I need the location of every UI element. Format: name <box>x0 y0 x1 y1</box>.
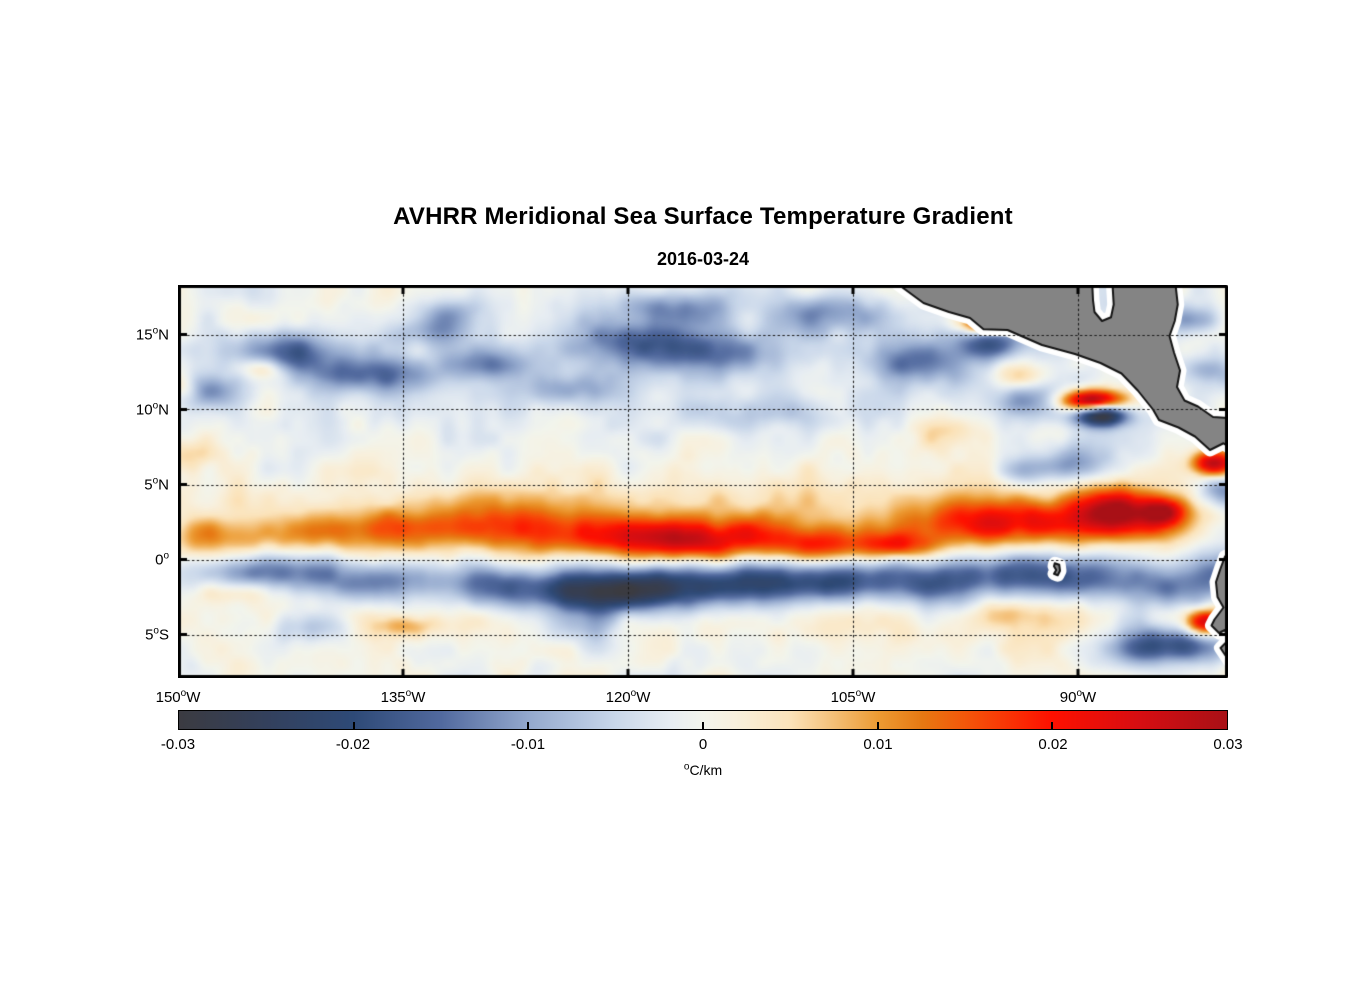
colorbar-tick-label: -0.03 <box>160 736 196 753</box>
colorbar <box>178 710 1228 730</box>
chart-date: 2016-03-24 <box>656 249 750 269</box>
map-plot-area: 15oN 10oN 5oN 0o 5oS 150oW 135oW 120oW 105oW 90oW <box>136 285 1228 706</box>
colorbar-tick <box>876 722 879 729</box>
x-tick-label: 90oW <box>1059 688 1097 707</box>
y-tick-label: 10oN <box>135 400 169 419</box>
degree-symbol: o <box>163 550 169 561</box>
colorbar-unit-label: oC/km <box>178 762 1228 778</box>
colorbar-gradient <box>179 711 1227 729</box>
degree-symbol: o <box>152 325 159 336</box>
colorbar-unit-text: oC/km <box>683 761 723 778</box>
colorbar-tick <box>1051 722 1054 729</box>
degree-symbol: o <box>152 400 159 411</box>
degree-symbol: o <box>180 688 187 699</box>
degree-symbol: o <box>630 688 637 699</box>
chart-title: AVHRR Meridional Sea Surface Temperature… <box>393 203 1013 230</box>
x-tick-label: 135oW <box>380 688 426 707</box>
colorbar-tick-label: 0 <box>698 736 708 753</box>
colorbar-tick-label: 0.02 <box>1038 736 1068 753</box>
degree-symbol: o <box>1076 688 1083 699</box>
colorbar-tick-labels: -0.03 -0.02 -0.01 0 0.01 0.02 0.03 <box>161 736 1243 754</box>
y-tick-label: 5oN <box>144 475 169 494</box>
degree-symbol: o <box>153 625 159 636</box>
colorbar-tick <box>527 722 530 729</box>
sst-gradient-heatmap <box>178 285 1228 678</box>
colorbar-tick-label: 0.03 <box>1213 736 1243 753</box>
degree-symbol: o <box>683 761 690 773</box>
x-tick-label: 120oW <box>605 688 651 707</box>
y-tick-label: 15oN <box>135 325 169 344</box>
degree-symbol: o <box>405 688 412 699</box>
degree-symbol: o <box>855 688 862 699</box>
degree-symbol: o <box>152 475 159 486</box>
colorbar-tick-label: -0.02 <box>335 736 371 753</box>
x-tick-label: 150oW <box>155 688 201 707</box>
y-tick-label: 5oS <box>145 625 169 644</box>
colorbar-tick <box>352 722 355 729</box>
colorbar-tick-label: -0.01 <box>510 736 546 753</box>
colorbar-tick-label: 0.01 <box>863 736 893 753</box>
x-tick-label: 105oW <box>830 688 876 707</box>
colorbar-tick <box>702 722 704 729</box>
y-tick-label: 0o <box>155 550 169 569</box>
